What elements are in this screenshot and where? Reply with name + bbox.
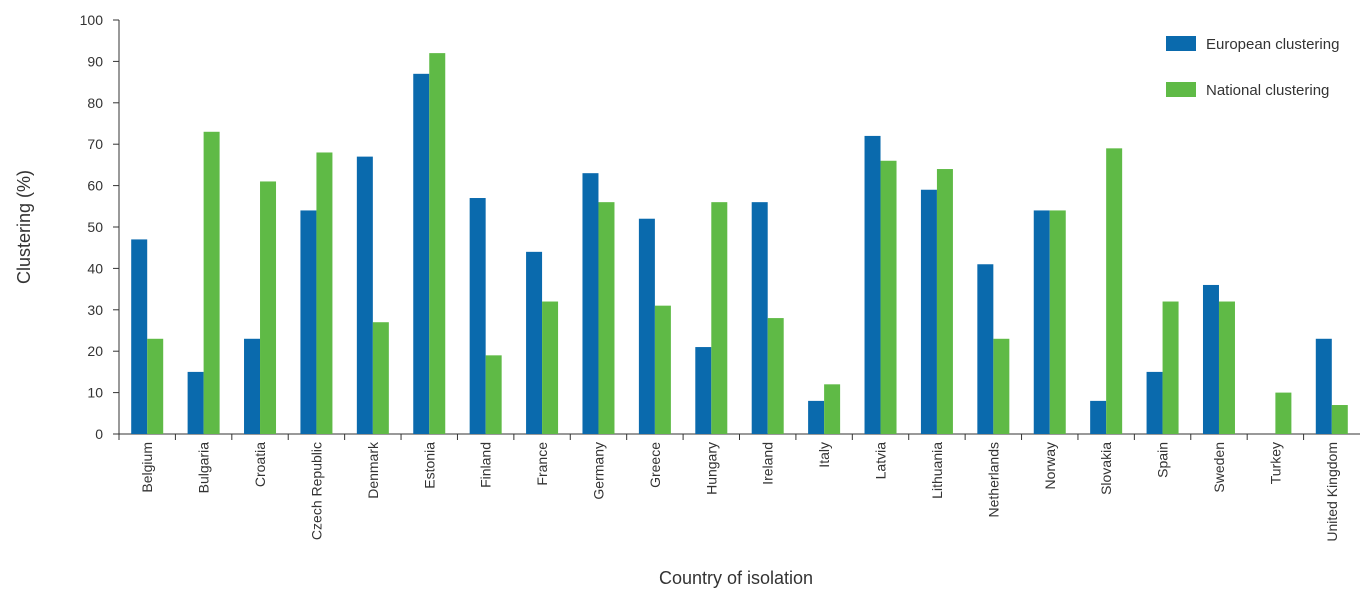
bar-national [1106, 148, 1123, 434]
y-tick-label: 70 [87, 136, 103, 152]
bar-european [1202, 284, 1219, 434]
bar-european [808, 400, 825, 434]
bar-european [469, 198, 486, 434]
x-tick-label: Italy [816, 442, 832, 468]
y-tick-label: 50 [87, 219, 103, 235]
bar-national [372, 322, 389, 434]
bar-national [1218, 301, 1235, 434]
y-tick-label: 80 [87, 95, 103, 111]
y-tick-label: 0 [95, 426, 103, 442]
bar-european [413, 73, 430, 434]
y-tick-label: 90 [87, 53, 103, 69]
x-tick-label: Germany [590, 442, 606, 500]
x-tick-label: Denmark [365, 441, 381, 499]
x-tick-label: United Kingdom [1324, 442, 1340, 542]
bar-national [1162, 301, 1179, 434]
bar-european [977, 264, 994, 434]
x-tick-label: Greece [647, 442, 663, 488]
x-tick-label: Finland [478, 442, 494, 488]
y-tick-label: 20 [87, 343, 103, 359]
bar-european [751, 202, 768, 434]
bar-european [526, 251, 543, 434]
x-tick-label: France [534, 442, 550, 486]
bar-european [638, 218, 655, 434]
x-tick-label: Ireland [760, 442, 776, 485]
bar-european [131, 239, 148, 434]
bar-national [1331, 405, 1348, 434]
x-tick-label: Croatia [252, 442, 268, 487]
legend: European clustering National clustering [1166, 36, 1339, 99]
x-tick-label: Turkey [1267, 442, 1283, 484]
x-tick-label: Belgium [139, 442, 155, 493]
bar-national [767, 318, 784, 434]
y-tick-label: 10 [87, 385, 103, 401]
bar-national [598, 202, 615, 434]
bar-european [695, 347, 712, 434]
bar-national [316, 152, 333, 435]
bar-national [429, 53, 446, 435]
bar-european [1146, 371, 1163, 434]
y-tick-label: 40 [87, 260, 103, 276]
x-tick-label: Lithuania [929, 442, 945, 499]
bar-national [485, 355, 502, 434]
bar-national [936, 169, 953, 435]
x-axis-title: Country of isolation [659, 568, 813, 588]
bar-national [1049, 210, 1066, 434]
bar-national [654, 305, 671, 434]
bar-national [1275, 392, 1292, 434]
bar-national [542, 301, 559, 434]
bar-european [864, 135, 881, 435]
bar-european [187, 371, 204, 434]
bar-european [582, 173, 599, 434]
bar-european [1033, 210, 1050, 434]
y-axis-title: Clustering (%) [14, 170, 34, 284]
bar-european [356, 156, 373, 434]
bar-national [147, 338, 164, 434]
x-tick-label: Sweden [1211, 442, 1227, 493]
x-tick-label: Bulgaria [196, 442, 212, 494]
x-tick-label: Netherlands [985, 442, 1001, 518]
x-tick-label: Estonia [421, 442, 437, 489]
bar-national [824, 384, 841, 434]
legend-swatch [1166, 36, 1196, 51]
y-axis: 0 10 20 30 40 50 60 70 80 90 100 [80, 12, 120, 442]
bar-european [244, 338, 261, 434]
y-tick-label: 60 [87, 178, 103, 194]
legend-label: National clustering [1206, 82, 1329, 99]
x-tick-label: Spain [1155, 442, 1171, 478]
bar-european [300, 210, 317, 434]
legend-label: European clustering [1206, 36, 1339, 53]
bar-national [260, 181, 277, 434]
x-tick-label: Hungary [703, 442, 719, 495]
bar-national [880, 160, 897, 434]
bars [131, 53, 1348, 435]
bar-national [203, 131, 220, 434]
x-tick-label: Czech Republic [308, 442, 324, 540]
bar-national [993, 338, 1010, 434]
x-axis: Belgium Bulgaria Croatia Czech Republic Denm… [119, 433, 1360, 542]
bar-european [920, 189, 937, 434]
bar-european [1090, 400, 1107, 434]
y-tick-label: 30 [87, 302, 103, 318]
bar-national [711, 202, 728, 434]
x-tick-label: Latvia [873, 442, 889, 480]
x-tick-label: Slovakia [1098, 442, 1114, 495]
y-tick-label: 100 [80, 12, 104, 28]
legend-swatch [1166, 82, 1196, 97]
x-tick-label: Norway [1042, 442, 1058, 489]
bar-european [1315, 338, 1332, 434]
